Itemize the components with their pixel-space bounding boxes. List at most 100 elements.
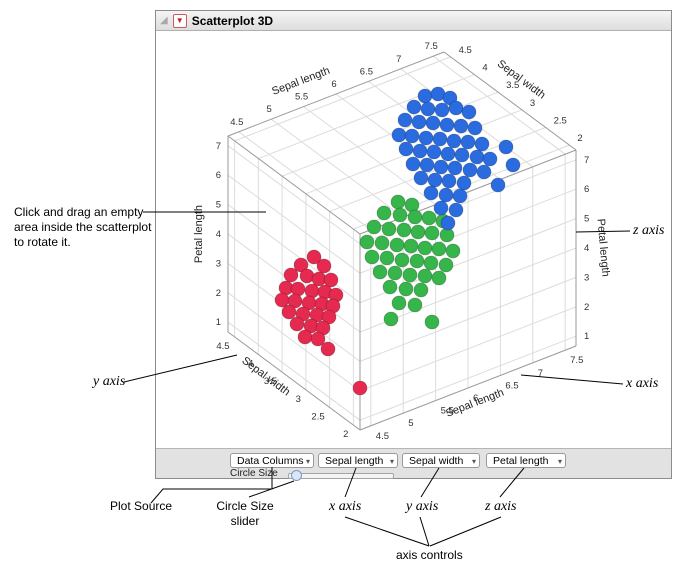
data-point[interactable] bbox=[407, 297, 423, 313]
circle-size-slider[interactable] bbox=[288, 470, 394, 481]
data-point[interactable] bbox=[438, 257, 454, 273]
data-point[interactable] bbox=[283, 267, 299, 283]
data-point[interactable] bbox=[366, 219, 382, 235]
data-point[interactable] bbox=[398, 141, 414, 157]
data-point[interactable] bbox=[426, 144, 442, 160]
data-point[interactable] bbox=[392, 207, 408, 223]
data-point[interactable] bbox=[293, 257, 309, 273]
data-point[interactable] bbox=[454, 147, 470, 163]
data-point[interactable] bbox=[421, 210, 437, 226]
data-point[interactable] bbox=[460, 134, 476, 150]
data-point[interactable] bbox=[423, 185, 439, 201]
data-point[interactable] bbox=[418, 130, 434, 146]
data-point[interactable] bbox=[413, 282, 429, 298]
data-point[interactable] bbox=[390, 194, 406, 210]
data-point[interactable] bbox=[439, 117, 455, 133]
data-point[interactable] bbox=[404, 128, 420, 144]
data-point[interactable] bbox=[402, 267, 418, 283]
data-point[interactable] bbox=[461, 104, 477, 120]
data-point[interactable] bbox=[420, 101, 436, 117]
data-point[interactable] bbox=[383, 311, 399, 327]
data-point[interactable] bbox=[320, 341, 336, 357]
data-point[interactable] bbox=[289, 316, 305, 332]
data-point[interactable] bbox=[382, 279, 398, 295]
data-point[interactable] bbox=[389, 237, 405, 253]
data-point[interactable] bbox=[432, 131, 448, 147]
data-point[interactable] bbox=[424, 225, 440, 241]
data-point[interactable] bbox=[397, 112, 413, 128]
data-point[interactable] bbox=[391, 295, 407, 311]
data-point[interactable] bbox=[482, 151, 498, 167]
data-point[interactable] bbox=[394, 252, 410, 268]
data-point[interactable] bbox=[281, 304, 297, 320]
data-point[interactable] bbox=[456, 175, 472, 191]
data-point[interactable] bbox=[417, 88, 433, 104]
data-point[interactable] bbox=[438, 187, 454, 203]
data-point[interactable] bbox=[440, 215, 456, 231]
data-point[interactable] bbox=[419, 157, 435, 173]
data-point[interactable] bbox=[352, 380, 368, 396]
data-point[interactable] bbox=[425, 115, 441, 131]
red-triangle-menu-button[interactable]: ▼ bbox=[172, 13, 187, 28]
data-point[interactable] bbox=[287, 293, 303, 309]
data-point[interactable] bbox=[274, 292, 290, 308]
data-point[interactable] bbox=[381, 221, 397, 237]
data-point[interactable] bbox=[431, 241, 447, 257]
data-point[interactable] bbox=[505, 157, 521, 173]
data-point[interactable] bbox=[417, 268, 433, 284]
data-point[interactable] bbox=[379, 250, 395, 266]
data-point[interactable] bbox=[427, 172, 443, 188]
data-point[interactable] bbox=[413, 170, 429, 186]
data-point[interactable] bbox=[323, 272, 339, 288]
data-point[interactable] bbox=[417, 240, 433, 256]
data-point[interactable] bbox=[441, 173, 457, 189]
data-point[interactable] bbox=[476, 164, 492, 180]
x-axis-dropdown[interactable]: Sepal length ▾ bbox=[318, 453, 398, 468]
data-point[interactable] bbox=[406, 99, 422, 115]
data-point[interactable] bbox=[297, 329, 313, 345]
data-point[interactable] bbox=[396, 222, 412, 238]
data-point[interactable] bbox=[445, 243, 461, 259]
data-point[interactable] bbox=[316, 258, 332, 274]
data-point[interactable] bbox=[364, 249, 380, 265]
data-point[interactable] bbox=[431, 270, 447, 286]
data-point[interactable] bbox=[412, 143, 428, 159]
data-point[interactable] bbox=[490, 177, 506, 193]
data-point[interactable] bbox=[433, 200, 449, 216]
data-point[interactable] bbox=[411, 114, 427, 130]
data-point[interactable] bbox=[359, 234, 375, 250]
data-point[interactable] bbox=[374, 235, 390, 251]
y-axis-dropdown[interactable]: Sepal width ▾ bbox=[402, 453, 480, 468]
data-point[interactable] bbox=[398, 281, 414, 297]
data-point[interactable] bbox=[469, 149, 485, 165]
data-point[interactable] bbox=[372, 264, 388, 280]
data-point[interactable] bbox=[410, 224, 426, 240]
data-point[interactable] bbox=[434, 102, 450, 118]
data-point[interactable] bbox=[462, 162, 478, 178]
data-point[interactable] bbox=[387, 265, 403, 281]
data-point[interactable] bbox=[446, 133, 462, 149]
data-point[interactable] bbox=[448, 202, 464, 218]
data-point[interactable] bbox=[391, 127, 407, 143]
data-point[interactable] bbox=[424, 314, 440, 330]
data-point[interactable] bbox=[423, 255, 439, 271]
scatterplot-3d-canvas[interactable]: 4.54.5555.55.5666.56.5777.57.5222.52.533… bbox=[156, 31, 671, 448]
data-point[interactable] bbox=[474, 136, 490, 152]
data-point[interactable] bbox=[448, 100, 464, 116]
data-point[interactable] bbox=[407, 209, 423, 225]
data-point[interactable] bbox=[452, 188, 468, 204]
data-point[interactable] bbox=[306, 249, 322, 265]
data-point[interactable] bbox=[433, 159, 449, 175]
z-axis-dropdown[interactable]: Petal length ▾ bbox=[486, 453, 566, 468]
data-point[interactable] bbox=[453, 118, 469, 134]
data-point[interactable] bbox=[310, 331, 326, 347]
data-point[interactable] bbox=[447, 160, 463, 176]
circle-size-slider-thumb[interactable] bbox=[291, 470, 302, 481]
data-point[interactable] bbox=[403, 238, 419, 254]
data-point[interactable] bbox=[321, 309, 337, 325]
disclosure-triangle-icon[interactable]: ◢ bbox=[160, 14, 168, 26]
data-point[interactable] bbox=[498, 139, 514, 155]
plot-source-dropdown[interactable]: Data Columns ▾ bbox=[230, 453, 314, 468]
data-point[interactable] bbox=[409, 253, 425, 269]
data-point[interactable] bbox=[440, 146, 456, 162]
